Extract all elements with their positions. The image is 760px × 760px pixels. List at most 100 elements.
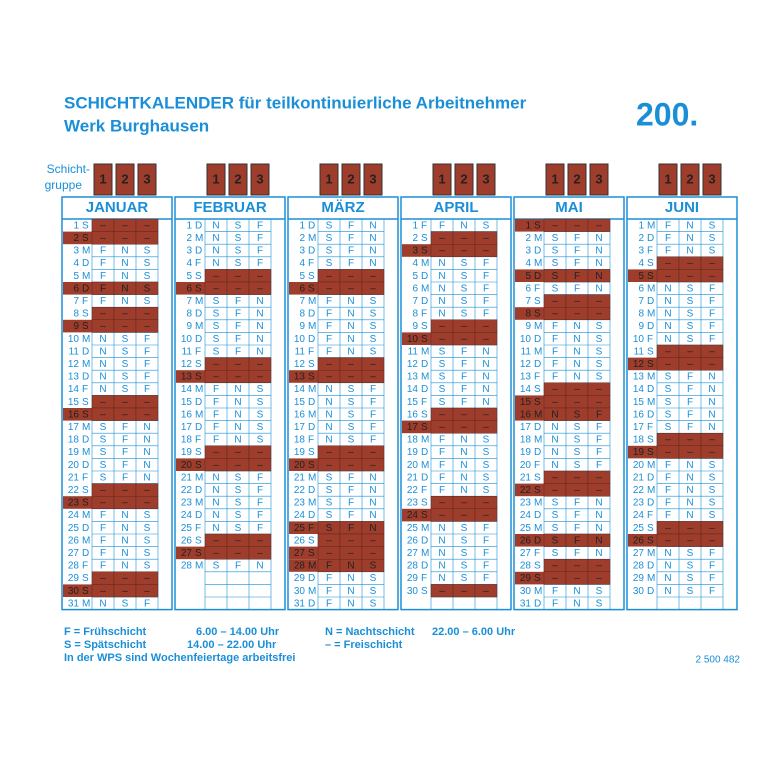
holiday-label [402,420,431,434]
weekday: D [647,296,654,307]
shift: F [687,422,693,433]
weekday: M [82,598,90,609]
shift: N [347,296,354,307]
shift: N [595,523,602,534]
shift: N [573,346,580,357]
shift: – [122,409,128,420]
shift: F [100,523,106,534]
shift: – [100,498,106,509]
day-number: 28 [294,561,306,572]
shift: F [100,535,106,546]
shift: S [326,246,333,257]
group-number: 2 [460,171,467,186]
shift: S [483,460,490,471]
shift: F [665,460,671,471]
day-number: 27 [633,548,645,559]
weekday: S [534,220,541,231]
day-number: 19 [294,447,306,458]
day-number: 11 [69,346,80,357]
shift: N [212,510,219,521]
shift: N [438,561,445,572]
weekday: M [421,435,429,446]
shift: S [483,485,490,496]
shift: S [709,472,716,483]
shift: – [552,309,558,320]
shift: F [144,384,150,395]
day-number: 16 [294,409,306,420]
shift: N [438,309,445,320]
shift: N [686,220,693,231]
shift: N [686,485,693,496]
weekday: D [82,258,89,269]
shift: – [235,535,241,546]
holiday-label [515,483,544,497]
weekday: S [308,372,315,383]
day-number: 20 [68,460,80,471]
shift: – [552,573,558,584]
weekday: F [82,561,88,572]
shift: F [122,447,128,458]
shift-cell-highlight [587,533,611,547]
weekday: M [308,384,316,395]
form-code: 2 500 482 [696,655,741,666]
shift: – [574,472,580,483]
shift: – [709,359,715,370]
shift: – [665,535,671,546]
day-number: 24 [294,510,306,521]
weekday: M [647,397,655,408]
shift: S [552,258,559,269]
day-number: 21 [181,472,193,483]
weekday: M [647,573,655,584]
day-number: 23 [407,498,419,509]
shift: – [144,233,150,244]
weekday: D [308,510,315,521]
group-box [115,163,135,196]
weekday: D [82,548,89,559]
weekday: D [421,271,428,282]
weekday: F [308,523,314,534]
weekday: D [195,485,202,496]
weekday: M [195,233,203,244]
shift: – [596,561,602,572]
shift: F [552,586,558,597]
shift: F [552,346,558,357]
shift: F [461,397,467,408]
shift: N [551,422,558,433]
day-number: 2 [525,233,531,244]
holiday-label [402,332,431,345]
day-number: 14 [520,384,532,395]
shift: N [686,472,693,483]
group-number: 3 [708,171,715,186]
shift: N [256,346,263,357]
shift: N [708,422,715,433]
shift: N [234,422,241,433]
shift-cell-highlight [587,218,611,232]
weekday: S [195,283,202,294]
day-number: 14 [633,384,645,395]
weekday: S [82,309,89,320]
shift: S [552,271,559,282]
weekday: S [647,523,654,534]
weekday: S [534,384,541,395]
day-number: 1 [525,220,531,231]
day-number: 6 [412,283,418,294]
shift: S [461,271,468,282]
day-number: 20 [633,460,645,471]
shift: S [709,460,716,471]
shift: F [552,359,558,370]
day-number: 17 [633,422,645,433]
weekday: D [647,409,654,420]
weekday: M [195,498,203,509]
day-number: 26 [294,535,306,546]
weekday: S [647,447,654,458]
shift: S [687,296,694,307]
weekday: S [647,258,654,269]
shift: F [596,460,602,471]
weekday: D [421,472,428,483]
shift: N [234,409,241,420]
day-number: 21 [294,472,306,483]
day-number: 31 [68,598,80,609]
shift: S [257,384,264,395]
day-number: 14 [181,384,193,395]
shift: – [144,397,150,408]
